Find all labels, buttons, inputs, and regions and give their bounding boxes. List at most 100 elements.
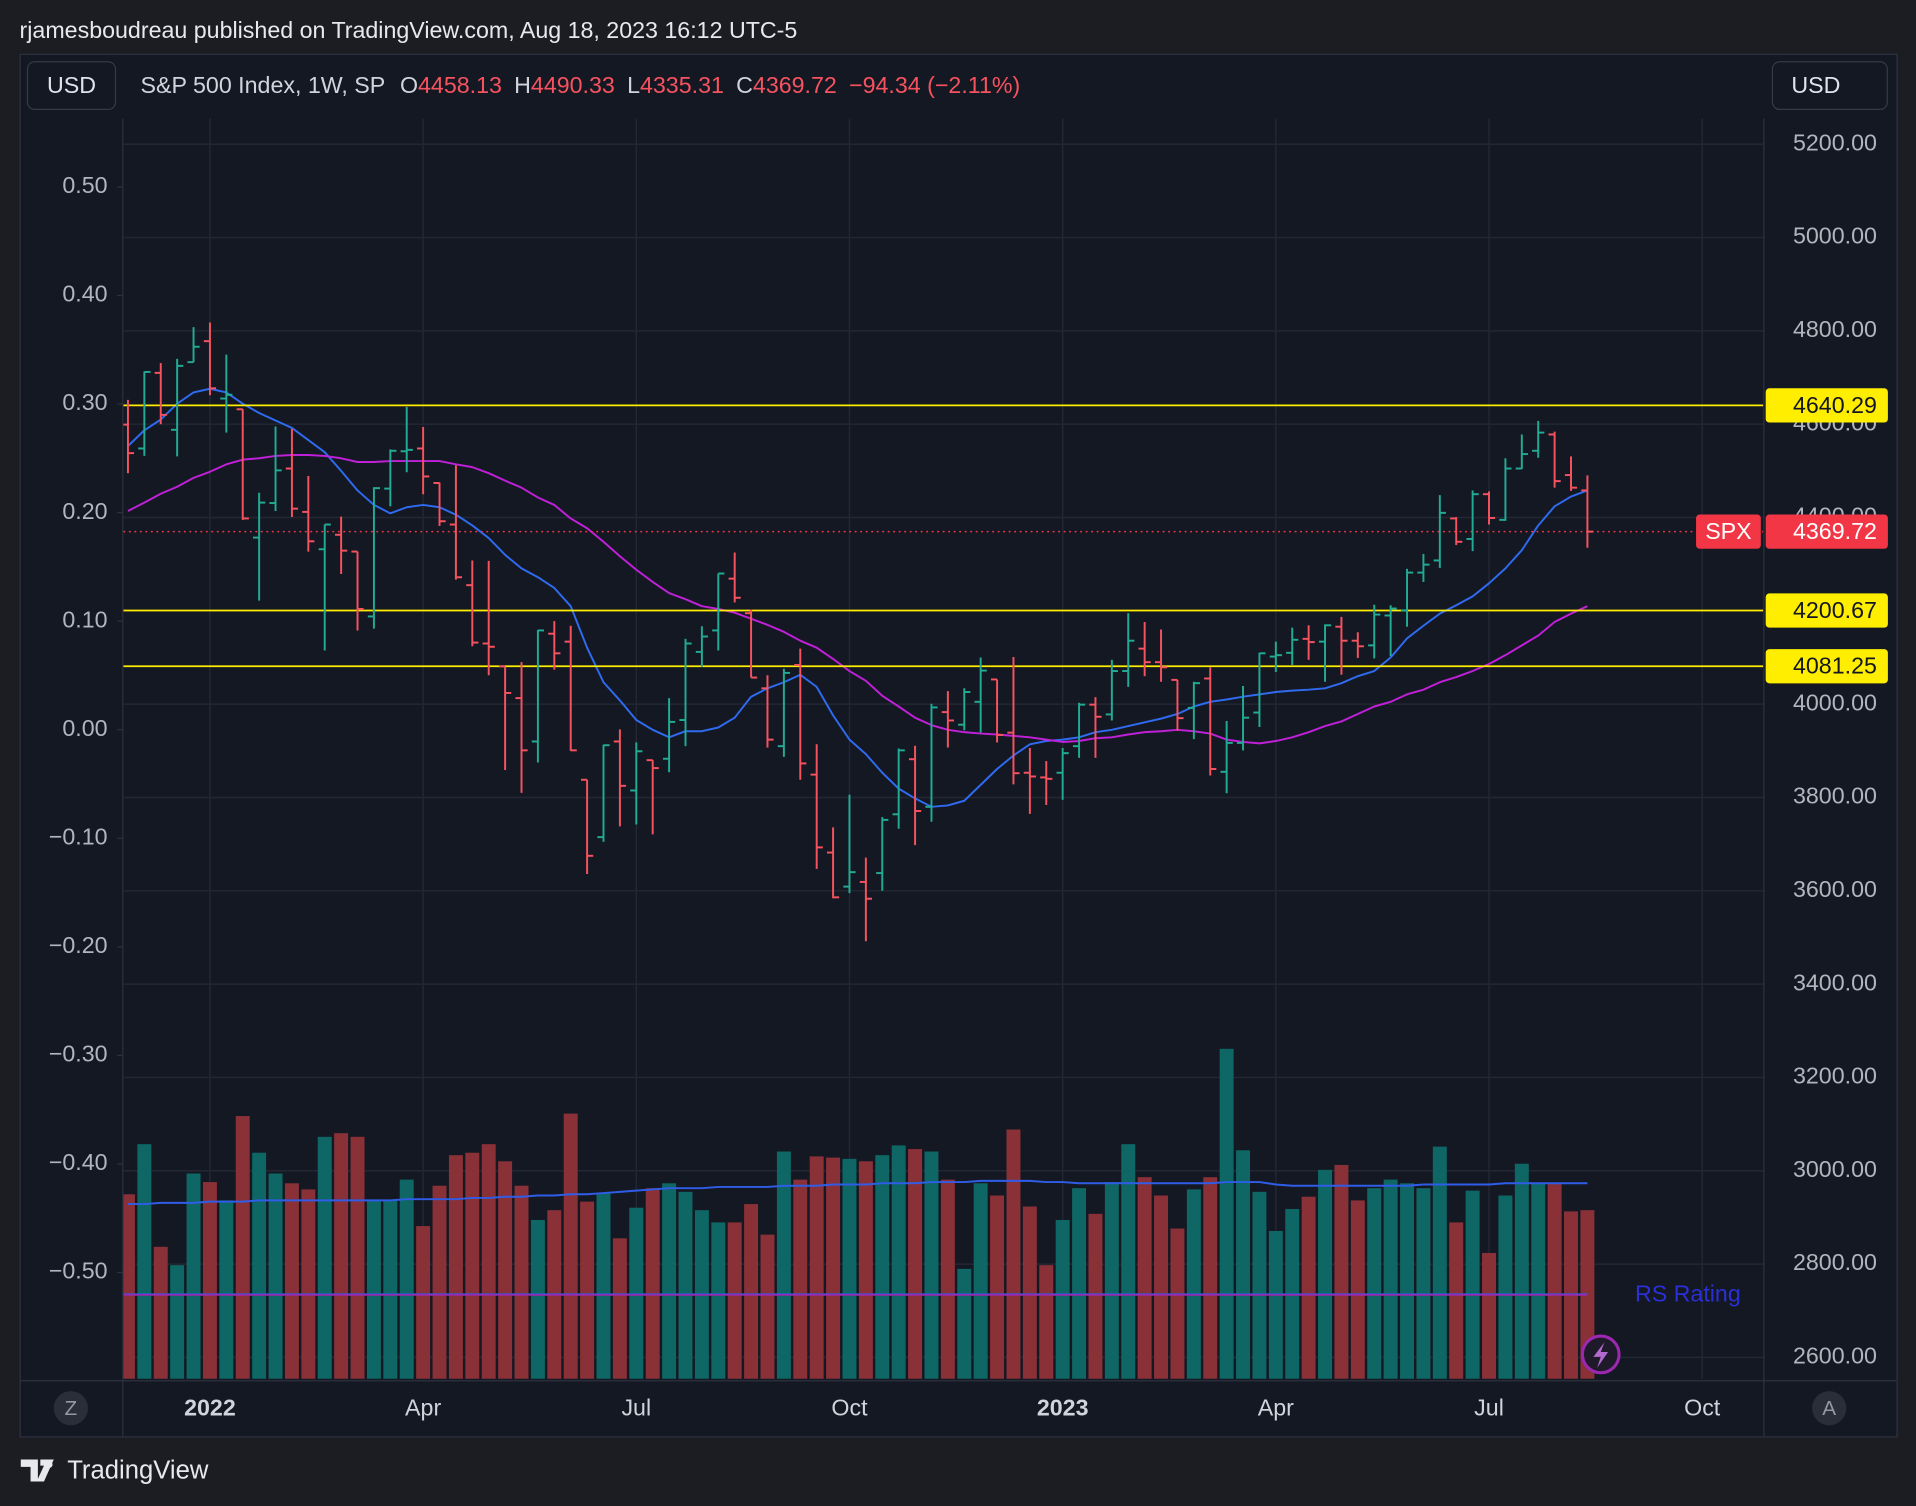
last-symbol-label: SPX (1705, 518, 1751, 544)
volume-bar (268, 1173, 283, 1379)
currency-button[interactable] (1771, 61, 1888, 111)
volume-bar (940, 1179, 955, 1379)
legend-close: 4369.72 (753, 72, 837, 98)
volume-bar (1531, 1183, 1546, 1379)
volume-bar (1482, 1252, 1496, 1379)
currency-button[interactable] (26, 61, 117, 111)
volume-bar (252, 1152, 267, 1379)
volume-bar (891, 1145, 906, 1379)
volume-bar (760, 1234, 775, 1379)
volume-bar (1219, 1048, 1234, 1379)
level-price-box (1765, 649, 1888, 684)
currency-label: USD (1791, 72, 1840, 98)
logo-dot (45, 1460, 53, 1469)
volume-bar (809, 1156, 824, 1379)
lines-layer (123, 387, 1764, 1296)
volume-bar (973, 1183, 988, 1379)
volume-ma-line (127, 1179, 1588, 1206)
volume-bar (514, 1185, 529, 1379)
volume-bar (1104, 1182, 1119, 1379)
x-tick-label: Apr (405, 1395, 441, 1421)
legend-prefix: C (736, 72, 753, 98)
volume-bar (498, 1161, 513, 1379)
volume-bar (137, 1144, 152, 1379)
volume-bar (481, 1144, 496, 1379)
volume-bar (1367, 1188, 1382, 1379)
volume-bar (1039, 1265, 1054, 1379)
scale-button-label: Z (65, 1397, 78, 1420)
legend-low: 4335.31 (640, 72, 724, 98)
volume-bar (793, 1179, 808, 1379)
volume-bar (858, 1161, 873, 1379)
volume-bar (629, 1207, 644, 1379)
volume-bar (1252, 1191, 1267, 1379)
y2-tick-label: 0.10 (62, 606, 107, 632)
overlay-layer: 4640.29 4200.67 4081.25 SPX 4369.72 (1696, 388, 1888, 684)
volume-bar (1022, 1206, 1037, 1379)
legend-change: −94.34 (−2.11%) (849, 72, 1020, 98)
x-tick-label: Jul (1474, 1395, 1504, 1421)
volume-bar (711, 1222, 726, 1379)
volume-bar (924, 1151, 939, 1379)
volume-bar (153, 1246, 168, 1379)
volume-bar (1547, 1183, 1562, 1379)
volume-bar (383, 1200, 398, 1379)
scale-button[interactable] (1812, 1391, 1847, 1426)
x-tick-label: Jul (621, 1395, 651, 1421)
volume-bar (662, 1183, 677, 1379)
volume-bar (678, 1191, 693, 1379)
last-price-label: 4369.72 (1793, 518, 1877, 544)
volume-bar (744, 1204, 759, 1379)
volume-bar (612, 1238, 627, 1379)
x-tick-label: Oct (1684, 1395, 1721, 1421)
volume-bar (301, 1189, 316, 1379)
volume-bar (123, 1194, 135, 1379)
level-price-box (1765, 388, 1888, 423)
volume-bar (1383, 1179, 1398, 1379)
volume-bar (1400, 1183, 1415, 1379)
y-tick-label: 4800.00 (1793, 316, 1877, 342)
level-price-box (1765, 593, 1888, 628)
rs-rating-label: RS Rating (1635, 1281, 1741, 1307)
last-symbol-box (1696, 514, 1761, 549)
y-tick-label: 2800.00 (1793, 1249, 1877, 1275)
volume-bar (727, 1222, 742, 1379)
volume-bar (186, 1173, 201, 1379)
footer-brand: TradingView (67, 1457, 209, 1485)
volume-bar (399, 1179, 414, 1379)
volume-bar (1203, 1177, 1218, 1379)
volume-bar (235, 1116, 250, 1379)
legend-prefix: O (400, 72, 418, 98)
volume-bar (826, 1157, 841, 1379)
x-tick-label: 2022 (184, 1395, 236, 1421)
volume-bar (350, 1136, 365, 1379)
x-tick-label: Oct (831, 1395, 868, 1421)
volume-bar (1301, 1196, 1316, 1379)
legend-prefix: H (514, 72, 531, 98)
volume-bar (1121, 1144, 1136, 1379)
volume-bar (580, 1201, 595, 1379)
volume-bar (1334, 1164, 1349, 1379)
legend-prefix: L (627, 72, 640, 98)
y-tick-label: 3400.00 (1793, 969, 1877, 995)
legend-open: 4458.13 (418, 72, 502, 98)
currency-label: USD (47, 72, 96, 98)
volume-bar (842, 1158, 857, 1379)
y-tick-label: 2600.00 (1793, 1343, 1877, 1369)
volume-bar (990, 1195, 1005, 1379)
y2-tick-label: 0.30 (62, 389, 107, 415)
grid-layer (123, 118, 1764, 1379)
volume-bar (219, 1200, 234, 1379)
y-tick-label: 3600.00 (1793, 876, 1877, 902)
volume-bar (448, 1155, 463, 1379)
scale-button[interactable] (53, 1391, 88, 1426)
y2-tick-label: −0.30 (49, 1041, 108, 1067)
volume-bar (1318, 1169, 1333, 1379)
volume-bar (1465, 1190, 1480, 1379)
volume-bar (908, 1149, 923, 1379)
y2-tick-label: −0.40 (49, 1149, 108, 1175)
volume-bar (1432, 1146, 1447, 1379)
volume-bar (465, 1152, 480, 1379)
volume-bar (776, 1151, 791, 1379)
